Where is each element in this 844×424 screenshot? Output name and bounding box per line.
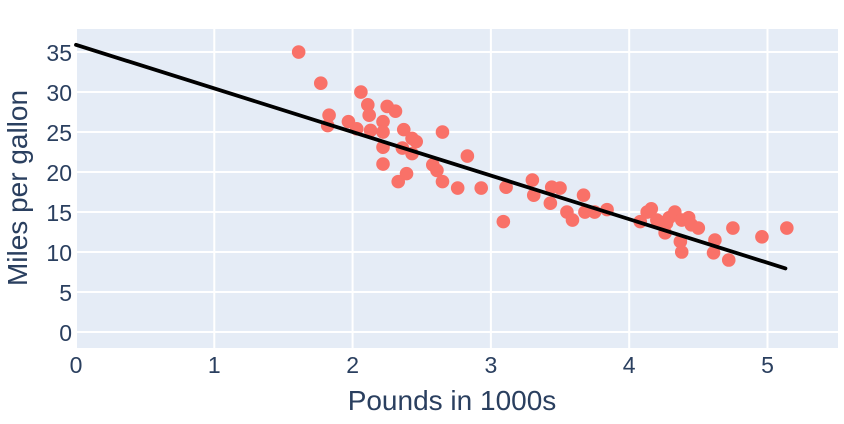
y-tick-label: 30 xyxy=(46,80,72,106)
y-tick-label: 0 xyxy=(59,320,72,346)
data-point xyxy=(376,114,390,129)
data-point xyxy=(499,180,513,195)
gridlines xyxy=(75,29,838,348)
data-point xyxy=(435,174,450,189)
y-axis-title: Miles per gallon xyxy=(2,90,33,286)
data-point xyxy=(388,104,403,119)
data-point xyxy=(525,173,540,187)
data-point xyxy=(755,230,769,244)
y-tick-label: 20 xyxy=(46,160,72,186)
x-tick-label: 1 xyxy=(208,352,221,378)
y-tick-label: 15 xyxy=(46,200,72,226)
data-point xyxy=(399,166,414,181)
regression-line xyxy=(74,42,788,271)
x-tick-label: 5 xyxy=(761,352,774,378)
y-tick-label: 10 xyxy=(46,240,72,266)
data-point xyxy=(565,213,580,227)
data-point xyxy=(376,125,390,139)
data-point xyxy=(354,85,368,99)
data-point xyxy=(376,157,390,171)
data-point xyxy=(362,108,376,123)
x-tick-label: 0 xyxy=(70,352,83,378)
data-point xyxy=(576,188,591,203)
data-point xyxy=(706,246,721,260)
data-point xyxy=(409,134,424,149)
data-point xyxy=(435,125,450,139)
data-point xyxy=(291,45,306,59)
y-axis-tick-labels: 0 5 10 15 20 25 30 35 xyxy=(46,40,72,346)
y-tick-label: 5 xyxy=(59,280,72,306)
data-point xyxy=(396,122,411,137)
x-axis-title: Pounds in 1000s xyxy=(348,385,557,416)
data-point xyxy=(474,181,489,195)
data-point xyxy=(780,221,794,235)
data-point xyxy=(691,221,706,235)
y-tick-label: 35 xyxy=(46,40,72,66)
data-point xyxy=(644,202,659,216)
data-point xyxy=(361,98,375,112)
data-point xyxy=(553,181,567,195)
data-point xyxy=(450,181,465,195)
x-tick-label: 2 xyxy=(346,352,359,378)
x-tick-label: 4 xyxy=(623,352,636,378)
data-point xyxy=(674,245,689,259)
x-axis-tick-labels: 0 1 2 3 4 5 xyxy=(70,352,774,378)
data-point xyxy=(430,163,444,178)
x-tick-label: 3 xyxy=(484,352,497,378)
y-tick-label: 25 xyxy=(46,120,72,146)
scatter-points xyxy=(291,45,794,267)
data-point xyxy=(363,123,378,138)
data-point xyxy=(322,108,336,123)
data-point xyxy=(313,76,328,91)
data-point xyxy=(496,214,511,229)
data-point xyxy=(460,149,475,163)
data-point xyxy=(721,253,736,267)
data-point xyxy=(543,196,558,211)
data-point xyxy=(726,221,740,235)
data-point xyxy=(578,205,592,219)
